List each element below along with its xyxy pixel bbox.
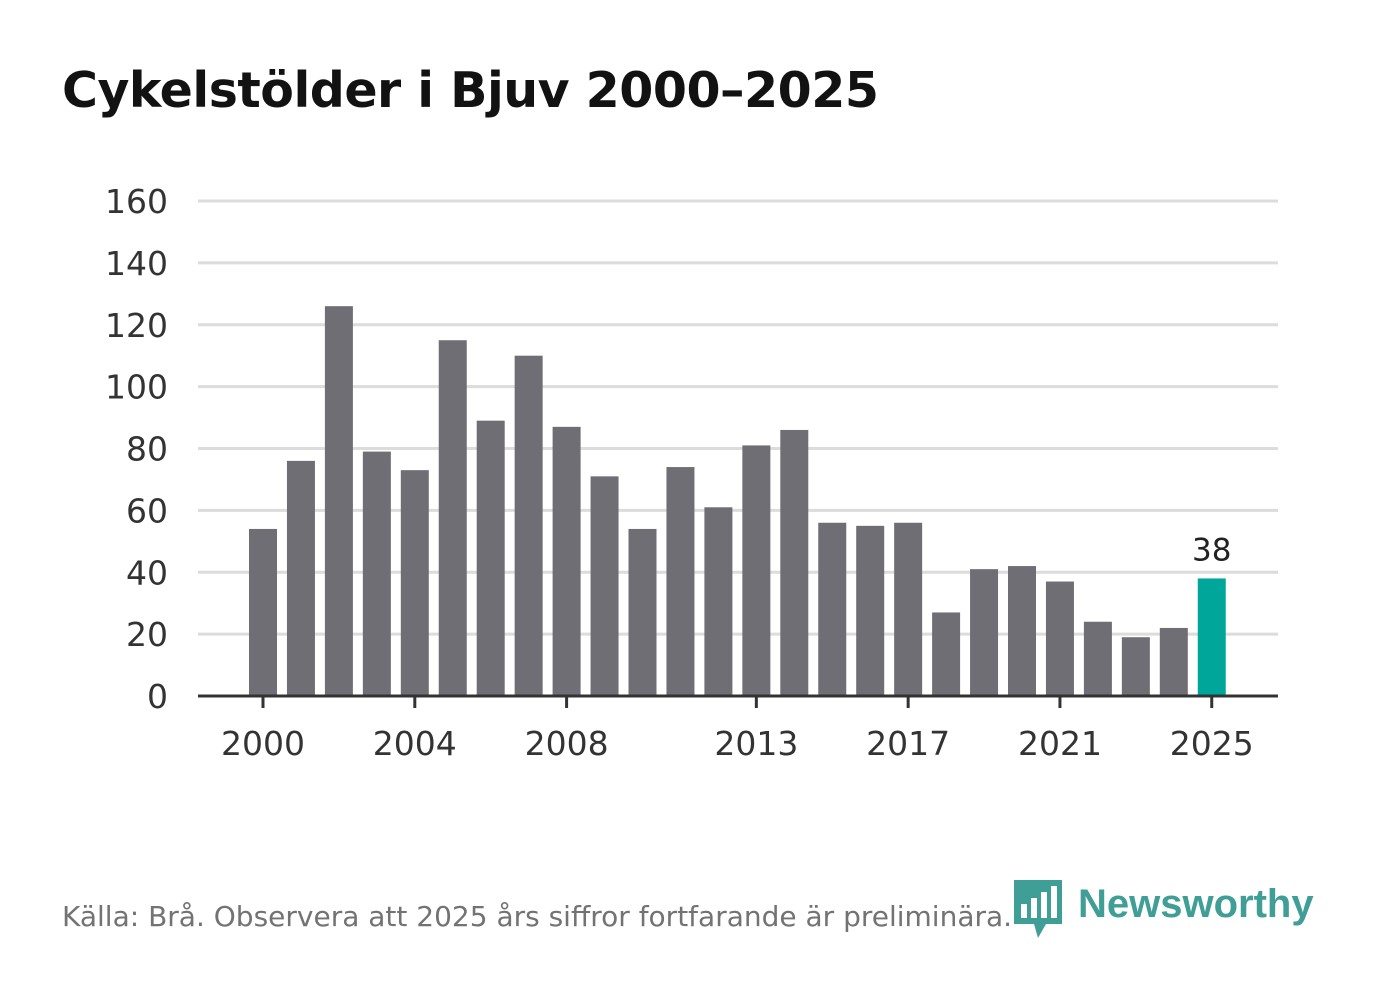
y-tick-label-80: 80 [126,430,168,469]
x-tick-label-2004: 2004 [373,724,457,763]
y-axis-tick-labels: 0 20 40 60 80 100 120 140 160 [105,182,168,716]
bar-2021 [1045,581,1074,696]
bar-2014 [780,429,809,696]
y-tick-label-20: 20 [126,615,168,654]
y-tick-label-60: 60 [126,491,168,530]
x-tick-label-2021: 2021 [1018,724,1102,763]
annotations: 38 [1192,532,1231,568]
gridlines [198,199,1278,636]
x-axis [198,694,1278,708]
bar-2010 [628,528,657,696]
y-tick-label-140: 140 [105,244,168,283]
chart-title: Cykelstölder i Bjuv 2000–2025 [62,62,879,119]
bar-2004 [400,470,429,696]
x-tick-label-2008: 2008 [525,724,609,763]
bar-2000 [249,528,277,696]
source-note: Källa: Brå. Observera att 2025 års siffr… [62,900,1013,933]
bar-2018 [932,612,961,696]
bar-2006 [476,420,505,696]
bar-2019 [970,569,999,696]
y-tick-label-160: 160 [105,182,168,221]
bars [249,306,1226,696]
bar-2013 [742,445,771,696]
bar-2002 [324,306,353,696]
bar-2003 [362,451,391,696]
y-tick-label-120: 120 [105,306,168,345]
y-tick-label-40: 40 [126,553,168,592]
x-tick-label-2025: 2025 [1170,724,1254,763]
data-label-2025: 38 [1192,532,1231,568]
bar-2001 [286,460,315,696]
bar-2008 [552,426,581,696]
y-tick-label-0: 0 [147,677,168,716]
brand-name: Newsworthy [1078,881,1314,926]
bar-2025 [1197,578,1226,696]
bar-2022 [1083,621,1112,696]
bar-2017 [894,522,923,696]
x-axis-tick-labels: 2000 2004 2008 2013 2017 2021 2025 [221,724,1254,763]
x-tick-label-2017: 2017 [866,724,950,763]
bar-2012 [704,507,733,696]
y-tick-label-100: 100 [105,368,168,407]
bar-2015 [818,522,847,696]
bar-2023 [1121,637,1150,696]
bar-2005 [438,340,467,696]
bar-2007 [514,355,543,696]
bar-chart-logo-icon [1014,880,1062,938]
brand-logo: Newsworthy [1012,878,1314,940]
bar-2011 [666,467,695,696]
x-tick-label-2013: 2013 [714,724,798,763]
bar-2016 [856,525,885,696]
bar-2024 [1159,627,1188,696]
bar-2020 [1008,566,1036,696]
x-tick-label-2000: 2000 [221,724,305,763]
bar-2009 [590,476,619,696]
